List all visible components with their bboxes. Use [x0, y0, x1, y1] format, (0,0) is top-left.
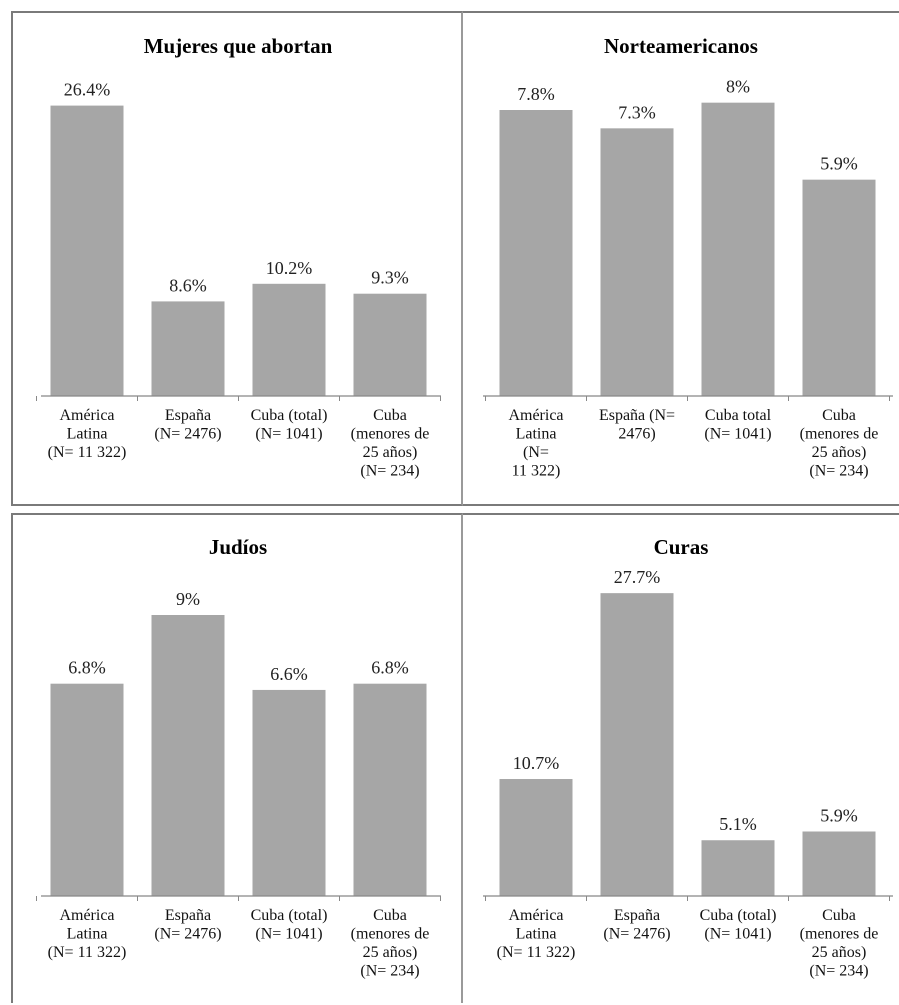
data-label-curas-0: 10.7%	[513, 753, 560, 773]
bar-judios-1	[151, 615, 225, 896]
tick-label-norteamericanos-1: España (N= 2476)	[599, 407, 675, 443]
bar-mujeres-que-abortan-1	[151, 301, 225, 396]
bar-norteamericanos-2	[701, 102, 775, 397]
data-label-curas-2: 5.1%	[719, 814, 757, 834]
tick-label-mujeres-que-abortan-0: América Latina (N= 11 322)	[48, 407, 127, 461]
tick-label-curas-3: Cuba (menores de 25 años) (N= 234)	[800, 907, 879, 980]
data-label-norteamericanos-0: 7.8%	[517, 84, 555, 104]
data-label-judios-3: 6.8%	[371, 658, 409, 678]
data-label-mujeres-que-abortan-1: 8.6%	[169, 275, 207, 295]
bar-curas-3	[802, 831, 876, 896]
data-label-mujeres-que-abortan-3: 9.3%	[371, 268, 409, 288]
bar-judios-2	[252, 689, 326, 896]
tick-label-curas-0: América Latina (N= 11 322)	[497, 907, 576, 961]
tick-label-judios-0: América Latina (N= 11 322)	[48, 907, 127, 961]
tick-label-curas-2: Cuba (total) (N= 1041)	[700, 907, 777, 943]
bar-norteamericanos-0	[499, 110, 573, 396]
tick-label-mujeres-que-abortan-1: España (N= 2476)	[154, 407, 221, 443]
tick-label-mujeres-que-abortan-3: Cuba (menores de 25 años) (N= 234)	[351, 407, 430, 480]
chart-title-curas: Curas	[654, 535, 709, 559]
bar-norteamericanos-3	[802, 179, 876, 396]
chart-title-norteamericanos: Norteamericanos	[604, 34, 758, 58]
tick-label-norteamericanos-3: Cuba (menores de 25 años) (N= 234)	[800, 407, 879, 480]
chart-panel-judios: Judíos 6.8% América Latina (N= 11 322) 9% Espa…	[11, 513, 463, 1003]
bar-judios-3	[353, 683, 427, 896]
chart-panel-curas: Curas 10.7% América Latina (N= 11 322) 27.7% E…	[463, 513, 899, 1003]
bar-curas-0	[499, 779, 573, 896]
chart-panel-norteamericanos: Norteamericanos 7.8% América Latina (N= 11 32…	[463, 11, 899, 506]
tick-label-norteamericanos-2: Cuba total (N= 1041)	[704, 407, 771, 443]
bar-curas-1	[600, 593, 674, 896]
data-label-curas-1: 27.7%	[614, 567, 661, 587]
bar-judios-0	[50, 683, 124, 896]
tick-label-judios-1: España (N= 2476)	[154, 907, 221, 943]
data-label-norteamericanos-3: 5.9%	[820, 154, 858, 174]
data-label-mujeres-que-abortan-2: 10.2%	[266, 258, 313, 278]
bar-mujeres-que-abortan-0	[50, 105, 124, 396]
data-label-judios-1: 9%	[176, 589, 200, 609]
bar-chart-curas: Curas 10.7% América Latina (N= 11 322) 27.7% E…	[483, 535, 893, 980]
bar-chart-norteamericanos: Norteamericanos 7.8% América Latina (N= 11 32…	[483, 34, 893, 480]
bar-mujeres-que-abortan-3	[353, 293, 427, 396]
data-label-norteamericanos-1: 7.3%	[618, 102, 656, 122]
tick-label-norteamericanos-0: América Latina (N= 11 322)	[508, 407, 563, 480]
bar-chart-judios: Judíos 6.8% América Latina (N= 11 322) 9% Espa…	[36, 535, 441, 980]
bar-chart-mujeres-que-abortan: Mujeres que abortan 26.4% América Latina (N=…	[36, 34, 441, 480]
tick-label-judios-3: Cuba (menores de 25 años) (N= 234)	[351, 907, 430, 980]
data-label-norteamericanos-2: 8%	[726, 77, 750, 97]
chart-title-mujeres-que-abortan: Mujeres que abortan	[144, 34, 333, 58]
bar-mujeres-que-abortan-2	[252, 283, 326, 396]
bar-norteamericanos-1	[600, 128, 674, 396]
bar-curas-2	[701, 840, 775, 896]
chart-title-judios: Judíos	[209, 535, 267, 559]
data-label-mujeres-que-abortan-0: 26.4%	[64, 80, 111, 100]
data-label-curas-3: 5.9%	[820, 805, 858, 825]
chart-panel-mujeres-que-abortan: Mujeres que abortan 26.4% América Latina (N=…	[11, 11, 463, 506]
tick-label-mujeres-que-abortan-2: Cuba (total) (N= 1041)	[251, 407, 328, 443]
data-label-judios-2: 6.6%	[270, 664, 308, 684]
tick-label-curas-1: España (N= 2476)	[603, 907, 670, 943]
tick-label-judios-2: Cuba (total) (N= 1041)	[251, 907, 328, 943]
data-label-judios-0: 6.8%	[68, 658, 106, 678]
